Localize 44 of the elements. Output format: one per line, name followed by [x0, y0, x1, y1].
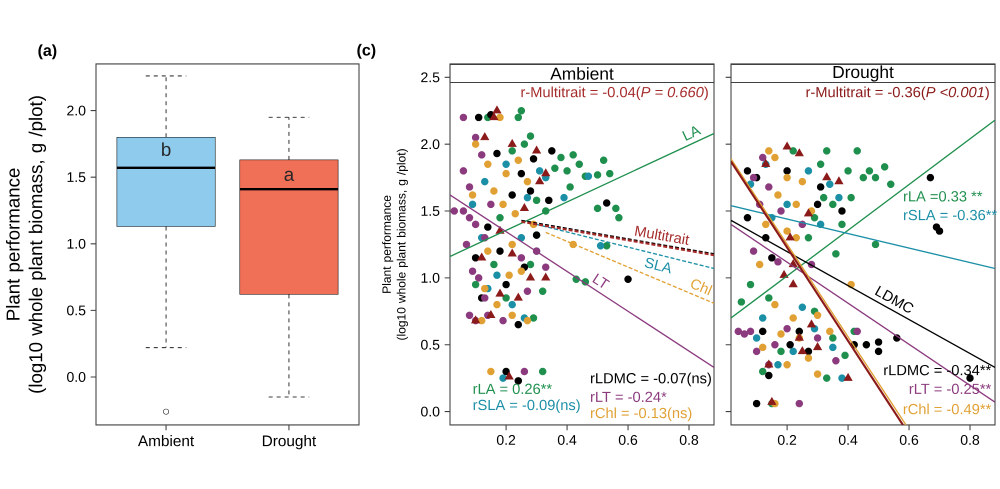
- x-tick-label: Ambient: [138, 435, 194, 446]
- y-tick-label: 2.0: [421, 139, 440, 150]
- text: SLA: [644, 258, 670, 274]
- annotation: rLA =0.33 **: [904, 191, 982, 202]
- annotation: r-Multitrait = -0.04(P = 0.660): [521, 86, 708, 100]
- y-axis-title: Plant performance (log10 whole plant biomass, g /plot): [6, 96, 46, 393]
- annotation: a: [284, 170, 294, 182]
- x-tick-label: Drought: [262, 435, 316, 450]
- text: LT: [592, 273, 610, 288]
- y-tick-label: 0.5: [421, 340, 440, 350]
- y-tick-label: 2.0: [67, 106, 86, 116]
- y-tick-label: 0.5: [67, 305, 86, 316]
- x-tick-label: 0.2: [778, 435, 796, 445]
- chart-title: Drought: [834, 65, 894, 82]
- x-tick-label: 0.2: [496, 435, 516, 445]
- annotation: rLT = -0.24*: [590, 392, 667, 402]
- y-tick-label: 0.0: [67, 372, 86, 382]
- y-tick-label: 1.5: [422, 206, 440, 216]
- chart-title: Ambient: [550, 67, 614, 80]
- annotation: rChl = -0.49**: [904, 404, 992, 414]
- x-tick-label: 0.4: [558, 435, 576, 445]
- annotation: rLDMC = -0.07(ns): [590, 372, 711, 386]
- text: LA: [682, 126, 702, 141]
- text: (c): [357, 44, 376, 59]
- y-tick-label: 1.0: [422, 272, 440, 283]
- text: Multitrait: [634, 226, 690, 245]
- annotation: rChl = -0.13(ns): [590, 407, 692, 422]
- text: Chl: [691, 279, 713, 296]
- y-tick-label: 2.5: [421, 72, 440, 82]
- x-tick-label: 0.6: [900, 435, 918, 445]
- y-tick-label: 1.0: [68, 238, 86, 249]
- chart-title: (a): [38, 44, 56, 60]
- annotation: rLDMC = -0.34**: [884, 365, 992, 376]
- x-tick-label: 0.8: [680, 435, 698, 445]
- annotation: b: [162, 142, 170, 156]
- y-tick-label: 1.5: [68, 172, 86, 182]
- x-tick-label: 0.8: [960, 435, 980, 445]
- annotation: rSLA = -0.09(ns): [474, 399, 580, 414]
- x-tick-label: 0.6: [618, 435, 638, 445]
- x-tick-label: 0.4: [838, 435, 858, 445]
- y-axis-title: Plant performance (log10 whole plant biomass, g /plot): [382, 149, 408, 340]
- annotation: r-Multitrait = -0.36(P <0.001): [806, 86, 989, 100]
- annotation: rLA = 0.26**: [474, 384, 552, 394]
- y-tick-label: 0.0: [421, 406, 440, 417]
